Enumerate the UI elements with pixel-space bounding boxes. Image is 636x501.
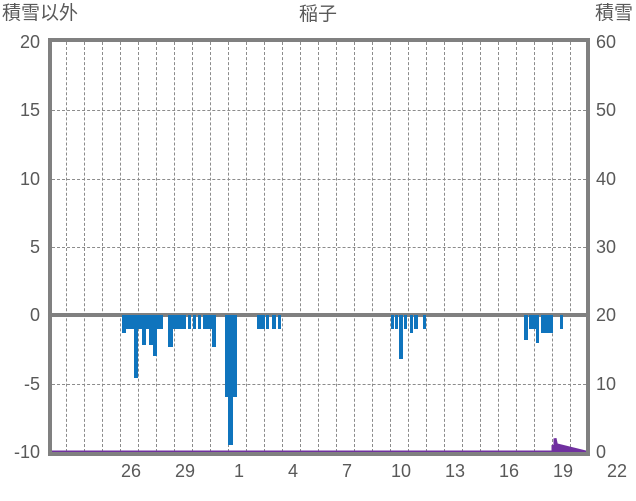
- precipitation-bar: [261, 315, 265, 329]
- precipitation-bar: [536, 315, 539, 343]
- precipitation-bar: [134, 315, 138, 379]
- zero-line: [52, 313, 586, 318]
- left-tick-label: -10: [13, 442, 40, 462]
- left-tick-label: 5: [29, 237, 40, 257]
- precipitation-bar: [395, 315, 398, 329]
- precipitation-bar: [423, 315, 426, 329]
- precipitation-bar: [212, 315, 216, 347]
- precipitation-bar: [157, 315, 160, 329]
- right-tick-label: 50: [596, 100, 617, 121]
- precipitation-bar: [160, 315, 163, 329]
- x-tick-label: 22: [606, 461, 628, 481]
- precipitation-bar: [529, 315, 539, 329]
- gridline-horizontal: [52, 178, 586, 180]
- precipitation-bar: [560, 315, 563, 329]
- left-axis-title: 積雪以外: [2, 3, 79, 24]
- precipitation-bar: [399, 315, 403, 360]
- precipitation-bar: [153, 315, 157, 357]
- precipitation-bar: [168, 315, 173, 347]
- x-tick-label: 26: [120, 461, 142, 481]
- precipitation-bar: [391, 315, 394, 329]
- plot-area: [48, 38, 590, 456]
- x-tick-label: 13: [444, 461, 466, 481]
- snow-depth-line-series: [52, 42, 586, 452]
- right-tick-label: 30: [596, 237, 617, 257]
- x-tick-label: 29: [174, 461, 196, 481]
- precipitation-bar: [203, 315, 212, 329]
- precipitation-bar: [228, 315, 233, 446]
- x-tick-label: 19: [552, 461, 574, 481]
- left-tick-label: 0: [29, 305, 40, 326]
- right-axis-title: 積雪: [594, 3, 633, 24]
- x-tick-label: 7: [341, 461, 352, 481]
- precipitation-bar: [198, 315, 201, 329]
- precipitation-bar: [404, 315, 407, 329]
- precipitation-bar: [541, 315, 553, 334]
- precipitation-bar: [410, 315, 413, 334]
- precipitation-bar: [142, 315, 146, 346]
- precipitation-bar: [272, 315, 276, 329]
- precipitation-bar: [188, 315, 191, 329]
- gridline-horizontal: [52, 383, 586, 385]
- precipitation-bar: [266, 315, 269, 329]
- precipitation-bar: [138, 315, 142, 329]
- left-tick-label: 20: [19, 32, 40, 52]
- precipitation-bar: [181, 315, 186, 329]
- plot-inner: [52, 42, 586, 452]
- right-tick-label: 40: [596, 168, 617, 189]
- right-tick-label: 20: [596, 305, 617, 326]
- left-tick-label: -5: [23, 373, 40, 394]
- right-tick-label: 60: [596, 32, 617, 52]
- precipitation-bar: [149, 315, 153, 346]
- right-tick-label: 10: [596, 373, 617, 394]
- left-tick-label: 10: [19, 168, 40, 189]
- precipitation-bar: [173, 315, 181, 329]
- gridline-horizontal: [52, 110, 586, 112]
- precipitation-bar: [122, 315, 126, 334]
- precipitation-bar: [146, 315, 149, 329]
- precipitation-bar: [126, 315, 134, 329]
- chart-title: 稲子: [298, 4, 337, 25]
- right-tick-label: 0: [596, 442, 607, 462]
- x-tick-label: 1: [233, 461, 244, 481]
- precipitation-bar: [193, 315, 196, 329]
- precipitation-bar: [278, 315, 281, 329]
- gridline-horizontal: [52, 247, 586, 248]
- precipitation-bar: [524, 315, 528, 340]
- x-tick-label: 10: [390, 461, 412, 481]
- snow-depth-path: [52, 438, 586, 452]
- left-tick-label: 15: [19, 100, 40, 121]
- x-tick-label: 16: [498, 461, 520, 481]
- x-tick-label: 4: [287, 461, 298, 481]
- precipitation-bar: [257, 315, 261, 329]
- precipitation-bar: [414, 315, 418, 329]
